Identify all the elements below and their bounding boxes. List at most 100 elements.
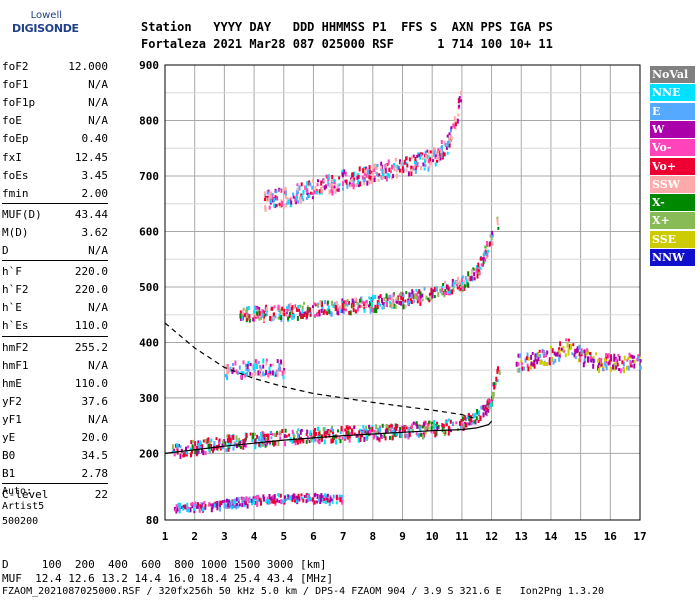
echo-point	[341, 172, 344, 178]
echo-point	[259, 365, 262, 369]
param-row: fxI 12.45	[2, 151, 108, 167]
echo-point	[583, 358, 586, 362]
echo-point	[282, 204, 285, 209]
echo-point	[363, 178, 366, 183]
echo-point	[274, 371, 277, 375]
echo-point	[176, 506, 179, 512]
echo-point	[448, 427, 451, 431]
echo-point	[363, 306, 366, 310]
echo-point	[415, 421, 418, 427]
param-row: yF2 37.6	[2, 395, 108, 411]
echo-point	[412, 154, 415, 158]
echo-point	[475, 265, 478, 270]
param-value: 20.0	[81, 431, 109, 444]
echo-point	[269, 431, 272, 434]
echo-point	[579, 357, 582, 363]
echo-point	[197, 440, 200, 446]
header-labels: Station YYYY DAY DDD HHMMSS P1 FFS S AXN…	[141, 20, 553, 34]
echo-point	[451, 278, 454, 282]
x-tick-label: 8	[370, 530, 377, 543]
echo-point	[174, 508, 177, 512]
echo-point	[424, 158, 426, 164]
echo-point	[365, 299, 368, 305]
echo-point	[437, 424, 440, 429]
echo-point	[295, 498, 298, 503]
echo-point	[437, 154, 439, 159]
echo-point	[395, 173, 398, 179]
echo-point	[423, 167, 426, 171]
param-value: 220.0	[74, 283, 108, 297]
echo-point	[399, 426, 402, 431]
param-row: yE 20.0	[2, 431, 108, 447]
autoscaling-version: 500200	[2, 516, 39, 527]
echo-point	[321, 189, 324, 194]
echo-point	[358, 166, 361, 172]
echo-point	[373, 166, 376, 172]
legend-item-x-: X-	[650, 194, 695, 212]
echo-point	[417, 432, 420, 438]
echo-point	[344, 300, 347, 306]
echo-point	[437, 157, 440, 163]
echo-point	[198, 503, 201, 508]
echo-point	[520, 362, 523, 366]
echo-point	[605, 353, 608, 357]
echo-point	[275, 190, 278, 194]
echo-point	[265, 369, 268, 375]
echo-point	[585, 351, 588, 356]
echo-point	[415, 160, 418, 164]
echo-point	[284, 441, 286, 447]
echo-point	[320, 302, 323, 307]
echo-point	[206, 444, 209, 448]
echo-point	[351, 182, 354, 187]
echo-point	[255, 495, 257, 500]
echo-point	[599, 362, 602, 368]
param-key: h`F2	[2, 283, 29, 297]
echo-point	[465, 284, 468, 288]
echo-point	[278, 500, 281, 504]
echo-point	[252, 364, 255, 370]
echo-point	[224, 441, 227, 446]
echo-point	[574, 356, 577, 360]
echo-point	[534, 353, 537, 358]
echo-point	[288, 497, 291, 501]
echo-point	[552, 360, 555, 365]
echo-point	[191, 505, 194, 509]
echo-point	[331, 435, 334, 439]
echo-point	[460, 419, 463, 422]
echo-point	[227, 499, 230, 503]
echo-point	[413, 293, 416, 299]
echo-point	[339, 497, 342, 503]
echo-point	[462, 423, 465, 428]
y-tick-label: 80	[146, 514, 159, 527]
echo-point	[368, 169, 371, 175]
echo-point	[461, 281, 464, 285]
echo-point	[171, 444, 174, 450]
echo-point	[233, 501, 236, 505]
y-tick-label: 600	[139, 225, 159, 238]
param-row: foEp 0.40	[2, 132, 108, 148]
echo-point	[191, 502, 194, 506]
echo-point	[578, 344, 581, 350]
echo-point	[325, 431, 328, 434]
echo-point	[384, 167, 387, 172]
echo-point	[358, 430, 361, 436]
echo-point	[451, 289, 454, 295]
echo-point	[265, 437, 268, 442]
echo-point	[472, 267, 475, 271]
echo-point	[331, 190, 334, 196]
echo-point	[569, 346, 572, 350]
echo-point	[278, 202, 281, 206]
echo-point	[396, 300, 398, 304]
echo-point	[459, 287, 462, 291]
echo-point	[174, 443, 177, 448]
echo-point	[595, 352, 597, 356]
echo-point	[434, 147, 436, 151]
echo-point	[473, 420, 476, 424]
echo-point	[319, 436, 322, 440]
echo-point	[306, 429, 309, 434]
echo-point	[268, 205, 271, 210]
echo-point	[186, 506, 189, 510]
echo-point	[408, 432, 411, 437]
echo-point	[372, 166, 375, 172]
echo-point	[243, 313, 246, 318]
